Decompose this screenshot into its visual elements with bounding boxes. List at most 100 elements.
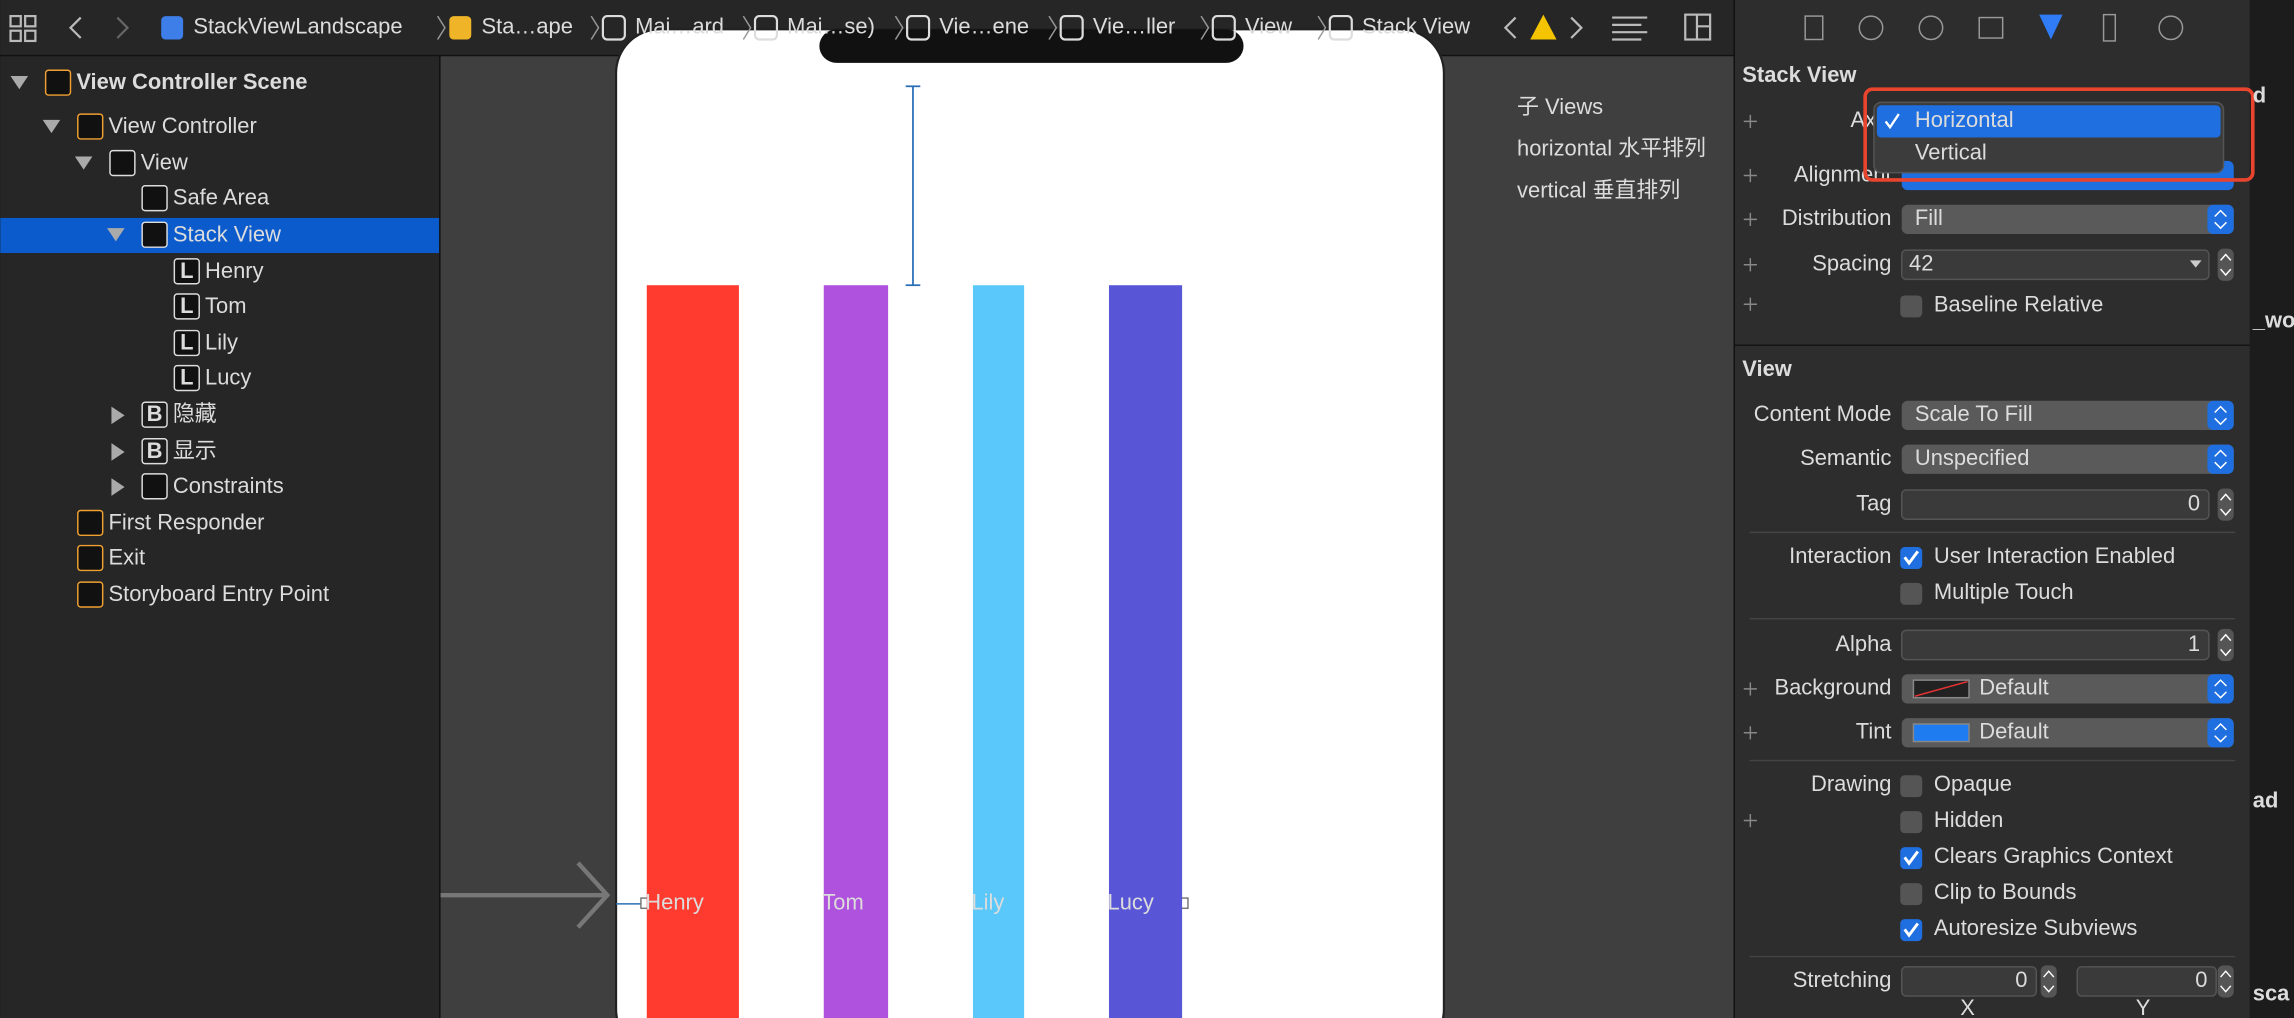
- checkbox[interactable]: [1900, 295, 1923, 318]
- add-variation[interactable]: [1743, 682, 1757, 696]
- stack-bar[interactable]: [646, 285, 739, 1018]
- outline-icon: [44, 69, 72, 96]
- disclosure[interactable]: [42, 119, 61, 134]
- disclosure[interactable]: [74, 156, 93, 170]
- device-notch: [819, 29, 1244, 63]
- outline-item: Henry: [205, 258, 264, 283]
- popup-button[interactable]: [1901, 674, 2234, 704]
- edge-text: ad: [2253, 787, 2279, 812]
- popup-stepper: [2207, 204, 2234, 235]
- add-variation[interactable]: [1743, 212, 1757, 226]
- field-caption: Y: [2136, 995, 2151, 1018]
- disclosure[interactable]: [111, 478, 125, 496]
- popup-stepper: [2207, 444, 2234, 474]
- checkbox-label: Multiple Touch: [1934, 579, 2074, 604]
- text-field[interactable]: [1900, 489, 2210, 520]
- text-field[interactable]: [1900, 966, 2038, 997]
- disclosure[interactable]: [111, 443, 125, 461]
- outline-icon: [173, 258, 200, 285]
- stack-label: Henry: [645, 890, 704, 915]
- popup-button[interactable]: [1901, 204, 2234, 235]
- outline-item: Tom: [205, 293, 246, 318]
- crumb-sep: [590, 15, 600, 40]
- popup-stepper: [2207, 674, 2234, 704]
- stepper-arrows: [2220, 633, 2232, 657]
- stepper-arrows: [2220, 970, 2232, 993]
- outline-icon: [173, 329, 200, 357]
- checkmark: [1903, 922, 1919, 938]
- add-variation[interactable]: [1743, 813, 1757, 828]
- stepper[interactable]: [2217, 488, 2234, 521]
- add-variation[interactable]: [1743, 168, 1757, 183]
- stepper[interactable]: [2217, 965, 2234, 998]
- outline-icon: [77, 544, 104, 572]
- add-variation[interactable]: [1743, 258, 1757, 272]
- checkbox[interactable]: [1900, 811, 1923, 834]
- checkbox[interactable]: [1900, 775, 1923, 798]
- popup-button[interactable]: [1901, 444, 2234, 474]
- stack-label: Tom: [822, 890, 863, 915]
- popup-arrows: [2214, 209, 2227, 230]
- popup-arrows: [2214, 722, 2227, 743]
- stepper[interactable]: [2040, 965, 2057, 998]
- add-variation[interactable]: [1743, 726, 1757, 740]
- crumb-sep: [1317, 15, 1327, 40]
- stack-bar[interactable]: [823, 285, 889, 1018]
- menu-highlight: [1876, 105, 2221, 138]
- stack-label: Lily: [971, 890, 1004, 915]
- crumb-icon: [601, 14, 626, 41]
- stack-bar[interactable]: [1108, 285, 1183, 1018]
- outline-icon-letter: L: [180, 258, 193, 283]
- disclosure[interactable]: [111, 406, 125, 425]
- crumb-sep: [436, 15, 446, 40]
- popup-value: Fill: [1915, 205, 1943, 230]
- toolbar-icons: [9, 13, 1712, 43]
- section-header: View: [1742, 356, 1793, 381]
- combo-arrow[interactable]: [2189, 260, 2202, 268]
- field-value: 0: [2195, 967, 2207, 992]
- stack-label: Lucy: [1108, 890, 1154, 915]
- add-variation[interactable]: [1743, 114, 1757, 128]
- menu-item[interactable]: Horizontal: [1915, 107, 2014, 132]
- checkbox-label: Clip to Bounds: [1934, 879, 2077, 904]
- outline-icon-letter: B: [147, 401, 163, 426]
- text-field[interactable]: [2076, 966, 2217, 997]
- popup-value: Scale To Fill: [1915, 401, 2033, 426]
- outline-icon: [77, 113, 104, 140]
- crumb-icon: [753, 14, 779, 41]
- outline-item: Constraints: [173, 473, 284, 498]
- field-label: Interaction: [1789, 543, 1891, 568]
- warning-icon[interactable]: [1530, 14, 1557, 40]
- popup-button[interactable]: [1901, 718, 2234, 748]
- stack-bar[interactable]: [972, 285, 1025, 1018]
- breadcrumb-item: StackViewLandscape: [193, 14, 402, 39]
- crumb-icon: [1328, 14, 1353, 41]
- disclosure[interactable]: [107, 228, 125, 242]
- popup-arrows: [2214, 405, 2227, 426]
- checkbox-label: Hidden: [1934, 807, 2003, 832]
- checkbox[interactable]: [1900, 883, 1923, 906]
- add-variation[interactable]: [1743, 297, 1757, 311]
- outline-icon: [141, 401, 168, 428]
- stepper[interactable]: [2217, 628, 2234, 662]
- checkbox-label: User Interaction Enabled: [1934, 543, 2175, 568]
- popup-arrows: [2214, 449, 2227, 470]
- outline-item: View Controller Scene: [76, 69, 307, 94]
- checkbox[interactable]: [1900, 582, 1923, 605]
- stepper[interactable]: [2217, 248, 2234, 281]
- edge-text: d: [2253, 82, 2266, 107]
- outline-icon-letter: B: [147, 438, 163, 463]
- field-label: Distribution: [1782, 205, 1892, 230]
- menu-item[interactable]: Vertical: [1915, 139, 1987, 164]
- annotation: vertical 垂直排列: [1517, 177, 1680, 202]
- disclosure[interactable]: [10, 76, 29, 90]
- text-field[interactable]: [1900, 629, 2210, 661]
- popup-button[interactable]: [1901, 400, 2234, 431]
- text-field[interactable]: [1900, 249, 2210, 281]
- outline-item: 隐藏: [173, 401, 217, 426]
- field-label: Spacing: [1812, 251, 1891, 276]
- checkbox-label: Clears Graphics Context: [1934, 843, 2173, 868]
- color-swatch: [1912, 723, 1970, 743]
- field-value: 0: [2015, 967, 2027, 992]
